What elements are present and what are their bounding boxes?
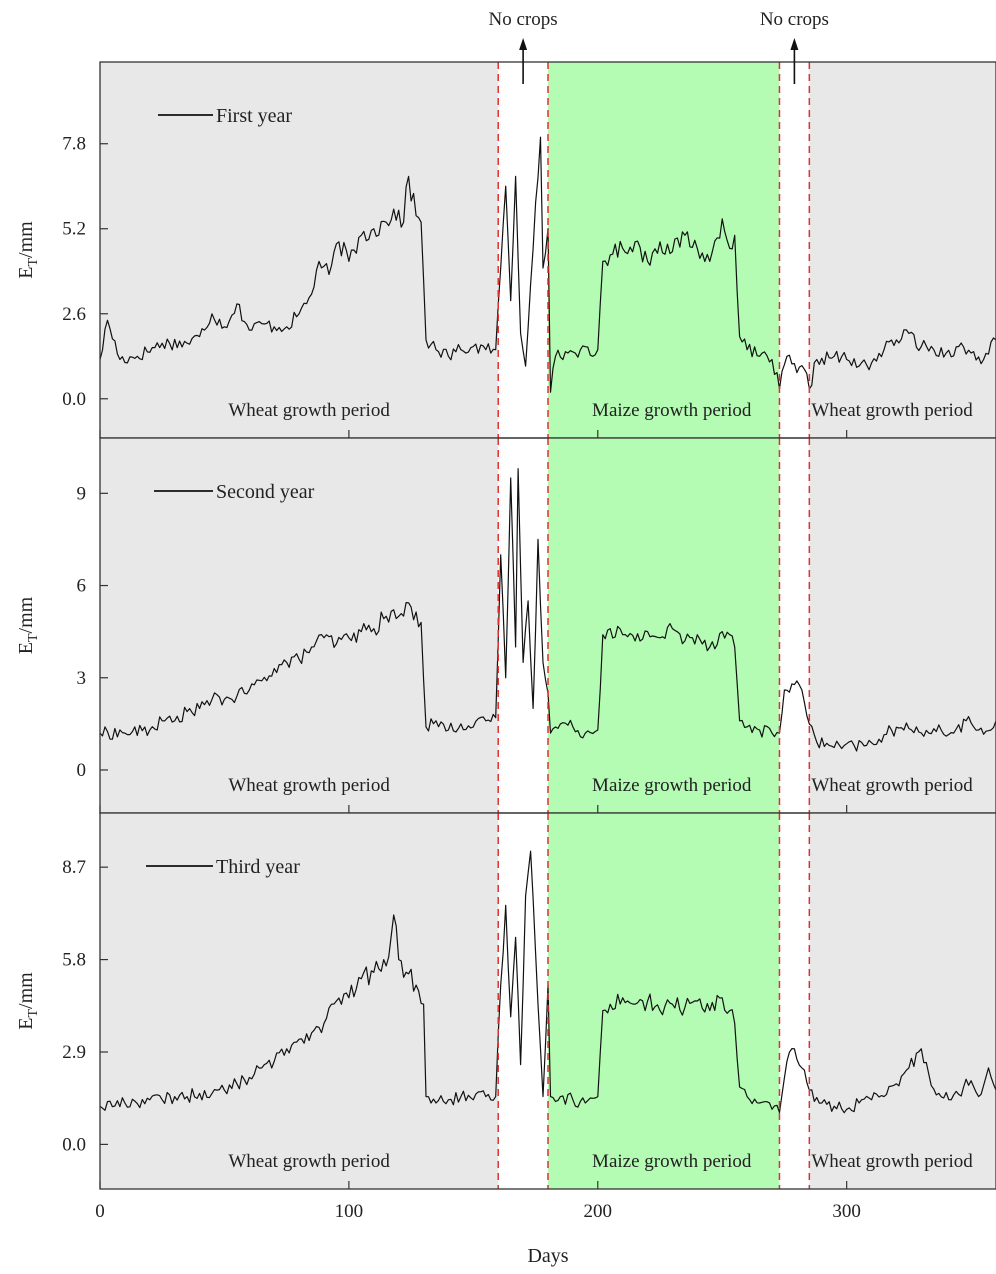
y-tick-label: 0.0 (62, 389, 86, 410)
y-tick-label: 5.2 (62, 219, 86, 240)
y-axis-title-main: E (15, 267, 37, 279)
y-axis-title-subscript: T (26, 258, 41, 267)
x-tick-label: 0 (95, 1201, 105, 1222)
period-label: Wheat growth period (811, 400, 973, 421)
y-tick-label: 2.9 (62, 1042, 86, 1063)
period-label: Wheat growth period (811, 1151, 973, 1172)
period-label: Maize growth period (592, 1151, 752, 1172)
y-tick-label: 3 (77, 668, 87, 689)
x-tick-label: 100 (335, 1201, 364, 1222)
x-tick-label: 300 (832, 1201, 861, 1222)
panel-1: Wheat growth period Maize growth period Wh… (15, 61, 996, 439)
wheat-period-shade (809, 438, 996, 813)
y-tick-label: 0 (77, 760, 87, 781)
wheat-period-shade (809, 62, 996, 438)
y-axis-title-unit: /mm (15, 972, 37, 1009)
legend-label: Third year (216, 856, 300, 878)
period-label: Wheat growth period (228, 400, 390, 421)
legend-label: Second year (216, 481, 315, 503)
wheat-period-shade (809, 813, 996, 1189)
period-label: Maize growth period (592, 400, 752, 421)
maize-period-shade (548, 438, 780, 813)
maize-period-shade (548, 813, 780, 1189)
wheat-period-shade (100, 62, 499, 438)
x-axis-title: Days (527, 1245, 568, 1267)
y-axis-title-unit: /mm (15, 221, 37, 258)
y-axis-title-main: E (15, 642, 37, 654)
y-axis-title: ET/mm (15, 221, 41, 279)
period-label: Maize growth period (592, 775, 752, 796)
panel-2: Wheat growth period Maize growth period Wh… (15, 437, 996, 814)
y-tick-label: 5.8 (62, 950, 86, 971)
wheat-period-shade (100, 813, 499, 1189)
y-tick-label: 9 (77, 483, 87, 504)
no-crops-annotation: No crops (489, 9, 558, 30)
maize-period-shade (548, 62, 780, 438)
y-axis-title-main: E (15, 1018, 37, 1030)
y-axis-title-subscript: T (26, 633, 41, 642)
period-label: Wheat growth period (811, 775, 973, 796)
y-tick-label: 2.6 (62, 304, 86, 325)
y-axis-title: ET/mm (15, 972, 41, 1030)
no-crops-annotation: No crops (760, 9, 829, 30)
wheat-period-shade (100, 438, 499, 813)
annotation-arrow-head (790, 38, 799, 50)
legend-label: First year (216, 105, 292, 127)
series-line-1 (99, 136, 996, 393)
panel-3: Wheat growth period Maize growth period Wh… (15, 812, 996, 1190)
y-tick-label: 7.8 (62, 134, 86, 155)
y-tick-label: 8.7 (62, 857, 86, 878)
annotation-arrow-head (519, 38, 528, 50)
period-label: Wheat growth period (228, 1151, 390, 1172)
y-axis-title: ET/mm (15, 596, 41, 654)
period-label: Wheat growth period (228, 775, 390, 796)
y-axis-title-subscript: T (26, 1009, 41, 1018)
y-axis-title-unit: /mm (15, 596, 37, 633)
y-tick-label: 0.0 (62, 1134, 86, 1155)
panel-frame (99, 812, 996, 1190)
y-tick-label: 6 (77, 576, 87, 597)
x-tick-label: 200 (584, 1201, 613, 1222)
